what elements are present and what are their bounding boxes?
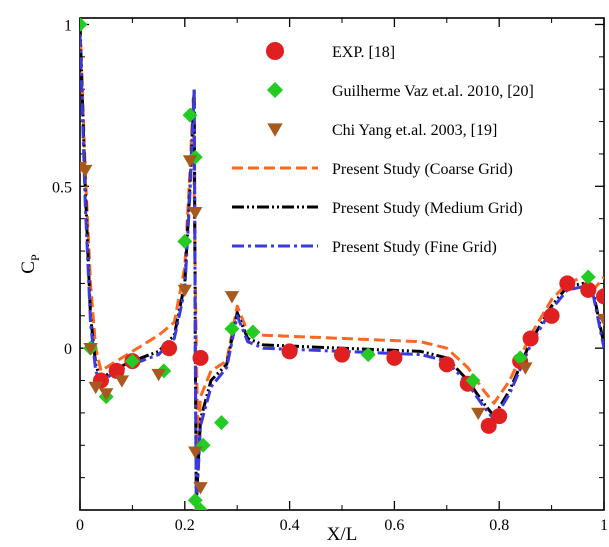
series-2-point — [224, 291, 240, 304]
series-2-point — [80, 164, 93, 178]
series-2-point — [151, 368, 166, 382]
y-tick-label: 1 — [64, 17, 72, 34]
series-1-point — [214, 415, 229, 431]
series-2-point — [471, 407, 486, 421]
series-2-point — [188, 446, 203, 459]
series-1-point — [187, 492, 203, 508]
series-0-point — [522, 330, 539, 347]
legend-label-0: EXP. [18] — [332, 44, 395, 61]
marker-series-layer — [80, 18, 604, 510]
x-axis-label: X/L — [327, 524, 358, 545]
y-tick-label: 0 — [64, 341, 72, 358]
series-2-point — [99, 388, 114, 401]
legend-label-3: Present Study (Coarse Grid) — [332, 161, 513, 178]
series-0-point — [438, 356, 455, 373]
series-0-point — [491, 408, 508, 425]
y-axis-label-main: C — [18, 261, 39, 274]
series-0-point — [386, 349, 403, 366]
legend: EXP. [18] Guilherme Vaz et.al. 2010, [20]… — [232, 42, 534, 256]
series-0-point — [192, 349, 209, 366]
series-0-point — [108, 362, 125, 379]
svg-text:CP: CP — [18, 254, 42, 274]
series-1-point — [580, 269, 596, 285]
series-1-point — [124, 353, 140, 369]
series-line-2 — [80, 34, 604, 510]
series-1-point — [177, 233, 193, 249]
series-1-point — [465, 373, 481, 389]
series-2-point — [88, 381, 103, 395]
series-1-point — [80, 18, 88, 32]
legend-label-5: Present Study (Fine Grid) — [332, 239, 497, 256]
series-0-point — [580, 281, 597, 298]
axis-ticks: 0 0.2 0.4 0.6 0.8 1 0 0.5 1 — [52, 17, 608, 534]
series-1-point — [182, 107, 198, 123]
series-0-point — [334, 346, 350, 363]
legend-label-4: Present Study (Medium Grid) — [332, 200, 523, 217]
series-0-point — [480, 417, 497, 434]
series-2-point — [182, 155, 198, 168]
series-0-point — [161, 340, 178, 357]
legend-label-1: Guilherme Vaz et.al. 2010, [20] — [332, 83, 534, 100]
legend-marker-1 — [266, 81, 284, 99]
series-1-point — [512, 350, 528, 366]
series-2-point — [193, 482, 208, 495]
series-1-point — [360, 347, 376, 363]
series-1-point — [195, 437, 211, 453]
series-0-point — [596, 288, 604, 305]
y-axis-label: CP — [18, 254, 42, 274]
series-0-point — [543, 307, 560, 324]
x-tick-label: 0.6 — [384, 517, 404, 534]
y-axis-label-subscript: P — [28, 254, 42, 261]
x-tick-label: 0.8 — [489, 517, 509, 534]
series-2-point — [177, 284, 192, 298]
series-1-point — [224, 321, 240, 337]
series-2-point — [83, 342, 98, 356]
legend-label-2: Chi Yang et.al. 2003, [19] — [332, 122, 497, 139]
y-tick-label: 0.5 — [52, 179, 72, 196]
series-0-point — [559, 275, 576, 292]
x-tick-label: 0.4 — [280, 517, 300, 534]
series-2-point — [188, 207, 203, 220]
series-0-point — [281, 343, 298, 360]
series-1-point — [193, 502, 208, 510]
x-tick-label: 0 — [76, 517, 84, 534]
legend-marker-0 — [266, 42, 284, 60]
series-2-point — [518, 362, 533, 375]
legend-marker-2 — [267, 123, 283, 137]
x-tick-label: 0.2 — [175, 517, 195, 534]
series-1-point — [245, 324, 261, 340]
series-2-point — [114, 375, 130, 388]
series-2-point — [596, 313, 604, 327]
x-tick-label: 1 — [600, 517, 608, 534]
